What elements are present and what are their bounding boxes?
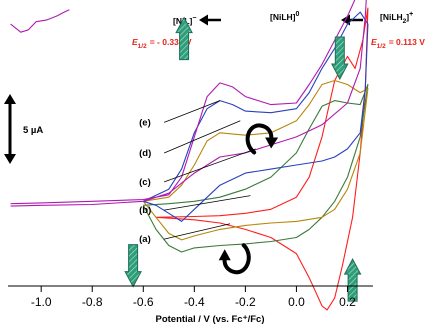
cv-trace-c (142, 79, 369, 241)
arrow-up-icon (175, 16, 193, 61)
species-nilh: [NiLH]0 (270, 11, 300, 22)
arrow-up-icon (343, 258, 362, 302)
e-half-nil: E1/2 = - 0.338 V (132, 37, 192, 50)
x-tick-label: -1.0 (31, 295, 52, 309)
x-ticks: -1.0 -0.8 -0.6 -0.4 -0.2 0.0 0.2 (31, 286, 356, 309)
e-half-nilh2: E1/2 = 0.113 V (371, 37, 425, 50)
curve-label: (c) (139, 177, 151, 188)
curve-label: (e) (139, 117, 151, 128)
cv-trace-b (142, 83, 369, 253)
cv-trace-e (10, 0, 367, 207)
curve-label: (b) (139, 205, 151, 216)
x-axis: -1.0 -0.8 -0.6 -0.4 -0.2 0.0 0.2 Potential / V… (8, 285, 373, 325)
x-tick-label: -0.4 (184, 295, 205, 309)
current-scale-bar: 5 µA (4, 94, 43, 164)
curve-label: (a) (139, 234, 151, 245)
arrow-down-icon (124, 244, 142, 288)
curve-label-leader (164, 100, 220, 123)
plot-area: (e) (d) (c) (b) (a) (10, 0, 369, 311)
species-header: [NiL]− E1/2= - 0.338 V [NiLH]0 [NiLH2]+ … (132, 11, 425, 50)
x-tick-label: 0.2 (339, 295, 356, 309)
curve-label-leader (164, 195, 251, 211)
species-nilh2: [NiLH2]+ (380, 11, 413, 25)
curve-label: (d) (139, 148, 151, 159)
curve-label-leader (164, 223, 231, 240)
x-axis-title: Potential / V (vs. Fc⁺/Fc) (155, 314, 264, 325)
scale-bar-label: 5 µA (23, 125, 43, 136)
cv-trace-d (143, 11, 369, 222)
x-tick-label: 0.0 (288, 295, 305, 309)
curve-label-leader (163, 120, 241, 154)
arrow-left-icon (199, 14, 221, 26)
rotate-ccw-icon (218, 243, 251, 275)
x-tick-label: -0.2 (235, 295, 256, 309)
rotate-cw-icon (245, 123, 279, 155)
arrow-down-icon (330, 36, 349, 81)
curve-label-leader (164, 148, 256, 183)
x-tick-label: -0.6 (133, 295, 154, 309)
inset-trace (10, 9, 70, 33)
x-tick-label: -0.8 (82, 295, 103, 309)
